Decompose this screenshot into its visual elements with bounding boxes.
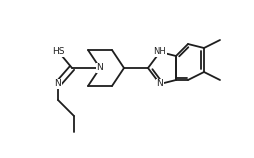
Text: N: N <box>54 79 61 88</box>
Text: NH: NH <box>153 48 166 57</box>
Text: N: N <box>96 64 103 73</box>
Text: N: N <box>156 79 163 88</box>
Text: HS: HS <box>52 48 64 57</box>
